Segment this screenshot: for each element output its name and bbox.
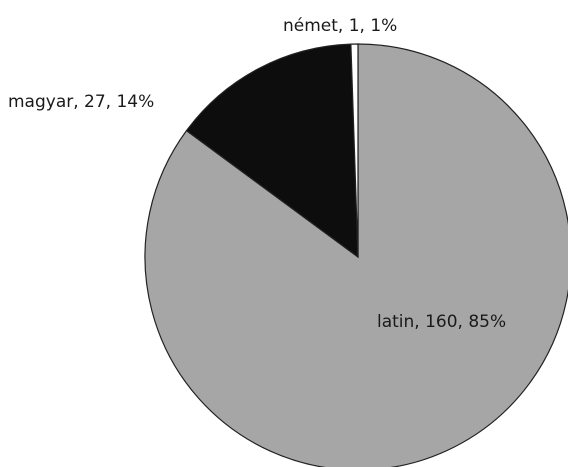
pie-slice-magyar bbox=[185, 43, 359, 259]
pie-labels: latin, 160, 85% magyar, 27, 14% német, 1… bbox=[8, 16, 506, 332]
slice-label-latin: latin, 160, 85% bbox=[377, 312, 506, 332]
pie-slices bbox=[144, 43, 568, 467]
slice-label-nemet: német, 1, 1% bbox=[283, 16, 397, 36]
pie-slice-nemet bbox=[350, 43, 359, 258]
pie-slice-latin bbox=[144, 43, 568, 467]
slice-label-magyar: magyar, 27, 14% bbox=[8, 92, 154, 112]
